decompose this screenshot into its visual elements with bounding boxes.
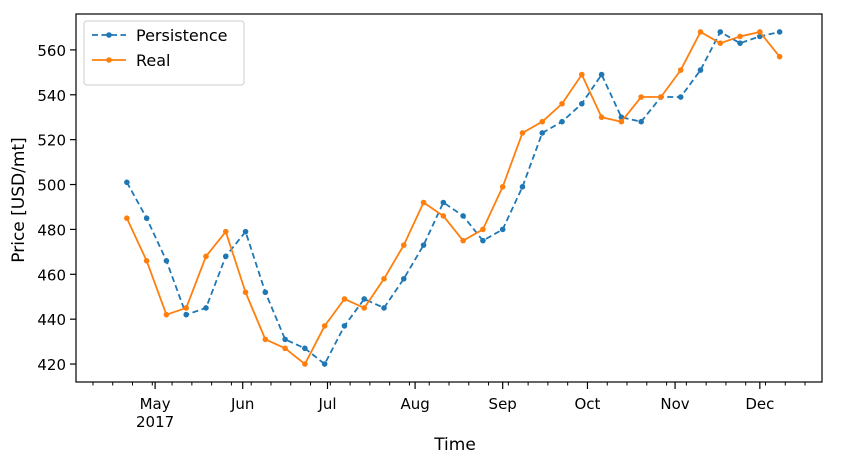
series-line-real	[126, 31, 781, 365]
x-tick-sublabel: 2017	[136, 413, 174, 431]
data-point-real	[163, 311, 170, 318]
data-point-persistence	[737, 40, 743, 46]
y-tick-label: 540	[37, 87, 66, 105]
data-point-real	[282, 345, 288, 352]
data-point-real	[638, 94, 644, 100]
y-tick-label: 480	[37, 221, 66, 239]
y-tick-label: 420	[37, 356, 66, 374]
data-point-persistence	[183, 311, 190, 318]
data-point-real	[420, 199, 427, 206]
data-point-persistence	[480, 237, 486, 244]
data-point-persistence	[539, 130, 546, 136]
x-tick-label: Nov	[660, 395, 689, 413]
data-point-persistence	[203, 305, 209, 311]
data-point-persistence	[499, 226, 506, 233]
data-point-real	[499, 183, 506, 190]
data-point-persistence	[598, 71, 605, 78]
y-axis-label: Price [USD/mt]	[9, 137, 29, 262]
series-layer	[124, 29, 783, 367]
data-point-real	[321, 323, 328, 329]
x-tick-label: Aug	[400, 395, 429, 413]
data-point-real	[143, 258, 150, 264]
data-point-persistence	[124, 179, 130, 186]
data-point-persistence	[222, 253, 229, 260]
x-tick-label: Oct	[574, 395, 600, 413]
data-point-persistence	[341, 323, 348, 329]
data-point-real	[262, 336, 269, 343]
data-point-persistence	[321, 361, 328, 367]
x-tick-label: Sep	[489, 395, 517, 413]
series-line-persistence	[126, 31, 780, 365]
data-point-real	[183, 305, 190, 311]
data-point-real	[539, 118, 546, 125]
data-point-real	[440, 213, 447, 219]
data-point-real	[757, 29, 763, 35]
legend-marker	[106, 57, 112, 63]
data-point-real	[776, 53, 783, 60]
x-tick-label: Dec	[745, 395, 774, 413]
data-point-persistence	[440, 199, 447, 206]
y-tick-label: 520	[37, 132, 66, 150]
x-tick-label: Jun	[230, 395, 254, 413]
data-point-real	[203, 253, 209, 260]
data-point-persistence	[381, 305, 387, 311]
x-tick-label: May	[140, 395, 171, 413]
data-point-persistence	[262, 289, 269, 296]
data-point-persistence	[460, 213, 466, 219]
data-point-persistence	[282, 336, 288, 343]
data-point-real	[242, 289, 249, 296]
data-point-real	[717, 40, 724, 46]
data-point-persistence	[143, 215, 150, 221]
y-tick-label: 560	[37, 42, 66, 60]
data-point-real	[737, 33, 743, 40]
data-point-real	[579, 71, 585, 78]
data-point-persistence	[697, 67, 704, 73]
data-point-real	[519, 130, 526, 136]
data-point-persistence	[400, 275, 407, 282]
x-axis-label: Time	[433, 435, 476, 455]
data-point-real	[400, 242, 407, 248]
data-point-persistence	[559, 118, 565, 125]
data-point-real	[697, 29, 704, 35]
data-point-persistence	[579, 100, 585, 107]
x-tick-label: Jul	[317, 395, 336, 413]
data-point-real	[302, 361, 308, 367]
data-point-persistence	[361, 296, 368, 302]
data-point-persistence	[242, 228, 249, 235]
data-point-real	[598, 114, 605, 121]
data-point-real	[658, 94, 664, 100]
data-point-persistence	[519, 183, 526, 190]
legend-marker	[106, 32, 112, 38]
legend-frame	[83, 20, 245, 86]
legend-label: Persistence	[136, 26, 228, 45]
legend: Persistence Real	[83, 20, 245, 86]
data-point-real	[124, 215, 130, 221]
data-point-real	[341, 296, 348, 302]
data-point-persistence	[776, 29, 783, 35]
data-point-persistence	[420, 242, 427, 248]
legend-label: Real	[136, 51, 171, 70]
data-point-persistence	[302, 345, 308, 352]
data-point-real	[361, 305, 368, 311]
data-point-persistence	[163, 258, 170, 264]
data-point-persistence	[638, 118, 644, 125]
data-point-persistence	[717, 29, 724, 35]
y-tick-label: 500	[37, 177, 66, 195]
data-point-real	[222, 228, 229, 235]
data-point-persistence	[677, 94, 684, 100]
data-point-real	[460, 237, 466, 244]
data-point-real	[480, 226, 486, 233]
y-tick-label: 440	[37, 311, 66, 329]
data-point-real	[559, 100, 565, 107]
y-tick-label: 460	[37, 266, 66, 284]
data-point-real	[381, 275, 387, 282]
data-point-real	[677, 67, 684, 73]
data-point-real	[618, 118, 625, 125]
